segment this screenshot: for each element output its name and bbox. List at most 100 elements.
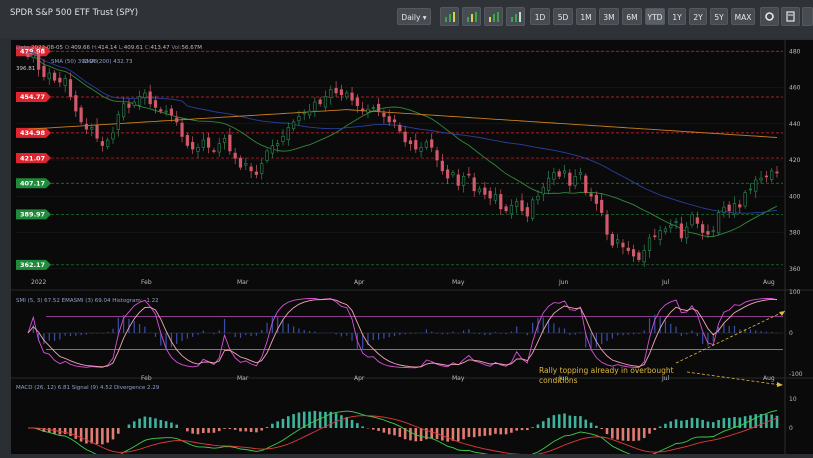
smi-histogram-bar — [527, 333, 528, 335]
settings-icon[interactable] — [760, 7, 779, 26]
smi-histogram-bar — [176, 333, 177, 344]
macd-divergence-bar — [776, 416, 779, 428]
macd-divergence-bar — [770, 415, 773, 428]
macd-divergence-bar — [478, 428, 481, 436]
macd-divergence-bar — [213, 428, 216, 433]
smi-histogram-bar — [468, 329, 469, 333]
candle-body — [654, 236, 657, 237]
smi-histogram-bar — [670, 324, 671, 333]
smi-histogram-bar — [107, 332, 108, 333]
candle-body — [335, 88, 338, 93]
macd-divergence-bar — [696, 418, 699, 428]
bar-daily-alt-icon[interactable] — [484, 7, 503, 26]
candle-body — [696, 218, 699, 224]
bar-monthly-icon[interactable] — [506, 7, 525, 26]
candle-body — [154, 101, 157, 108]
macd-tick-label: 0 — [789, 425, 793, 432]
candle-body — [75, 95, 78, 111]
bar-daily-icon[interactable] — [440, 7, 459, 26]
smi-histogram-bar — [144, 327, 145, 333]
macd-divergence-bar — [239, 428, 242, 431]
range-button-6m[interactable]: 6M — [622, 8, 642, 25]
page-title: SPDR S&P 500 ETF Trust (SPY) — [10, 8, 138, 18]
candle-body — [468, 174, 471, 175]
smi-histogram-bar — [532, 323, 533, 333]
smi-histogram-bar — [240, 333, 241, 338]
smi-histogram-bar — [213, 333, 214, 334]
candle-body — [351, 93, 354, 100]
macd-divergence-bar — [377, 428, 380, 431]
candle-body — [430, 140, 433, 148]
x-tick-label: Apr — [354, 279, 365, 286]
smi-histogram-bar — [256, 333, 257, 336]
candle-body — [499, 194, 502, 209]
x-tick-label: Mar — [237, 279, 249, 286]
x-tick-label: 2022 — [31, 279, 46, 286]
candle-body — [213, 151, 216, 152]
macd-divergence-bar — [69, 428, 72, 436]
candle-body — [122, 104, 125, 117]
range-button-1y[interactable]: 1Y — [668, 8, 686, 25]
bar-weekly-icon[interactable] — [462, 7, 481, 26]
candle-body — [611, 234, 614, 245]
candle-body — [638, 253, 641, 260]
level-label: 389.97 — [20, 211, 45, 219]
candle-body — [606, 215, 609, 235]
candle-body — [234, 153, 237, 158]
smi-histogram-bar — [569, 333, 570, 335]
range-button-1d[interactable]: 1D — [530, 8, 550, 25]
macd-divergence-bar — [558, 414, 561, 428]
candle-body — [53, 73, 56, 80]
candle-body — [345, 93, 348, 97]
candle-body — [436, 151, 439, 160]
candle-body — [574, 176, 577, 185]
range-button-5d[interactable]: 5D — [553, 8, 573, 25]
smi-histogram-bar — [96, 333, 97, 334]
range-button-5y[interactable]: 5Y — [710, 8, 728, 25]
calculator-icon[interactable] — [781, 7, 800, 26]
candle-body — [303, 113, 306, 114]
price-tick-label: 360 — [789, 266, 801, 273]
macd-divergence-bar — [441, 428, 444, 440]
fullscreen-icon[interactable] — [802, 7, 813, 26]
macd-divergence-bar — [266, 427, 269, 428]
smi-histogram-bar — [378, 333, 379, 340]
macd-divergence-bar — [149, 417, 152, 428]
range-button-ytd[interactable]: YTD — [645, 8, 665, 25]
annotation-line1: Rally topping already in overbought — [539, 366, 674, 375]
macd-divergence-bar — [606, 428, 609, 434]
range-button-3m[interactable]: 3M — [599, 8, 619, 25]
candle-body — [563, 171, 566, 173]
interval-dropdown[interactable]: Daily ▾ — [397, 8, 431, 25]
macd-divergence-bar — [499, 428, 502, 434]
candle-body — [133, 102, 136, 105]
range-button-2y[interactable]: 2Y — [689, 8, 707, 25]
smi-histogram-bar — [70, 333, 71, 336]
candle-body — [356, 98, 359, 106]
macd-divergence-bar — [207, 428, 210, 433]
smi-histogram-bar — [383, 333, 384, 339]
smi-histogram-bar — [282, 320, 283, 333]
candle-body — [569, 173, 572, 185]
range-button-max[interactable]: MAX — [731, 8, 755, 25]
smi-histogram-bar — [155, 333, 156, 337]
macd-divergence-bar — [430, 428, 433, 438]
candle-body — [239, 158, 242, 167]
macd-divergence-bar — [733, 417, 736, 428]
range-button-1m[interactable]: 1M — [576, 8, 596, 25]
macd-divergence-bar — [457, 428, 460, 441]
macd-divergence-bar — [446, 428, 449, 442]
level-label: 454.77 — [20, 93, 45, 101]
candle-body — [250, 167, 253, 171]
smi-histogram-bar — [633, 333, 634, 334]
candle-body — [616, 240, 619, 243]
candle-body — [175, 118, 178, 122]
macd-divergence-bar — [563, 413, 566, 428]
candle-body — [473, 178, 476, 191]
macd-divergence-bar — [574, 416, 577, 428]
candle-body — [32, 55, 35, 58]
smi-histogram-bar — [723, 323, 724, 333]
macd-divergence-bar — [160, 420, 163, 428]
smi-legend: SMI (5, 3) 67.52 EMASMI (3) 69.04 Histog… — [16, 298, 159, 304]
